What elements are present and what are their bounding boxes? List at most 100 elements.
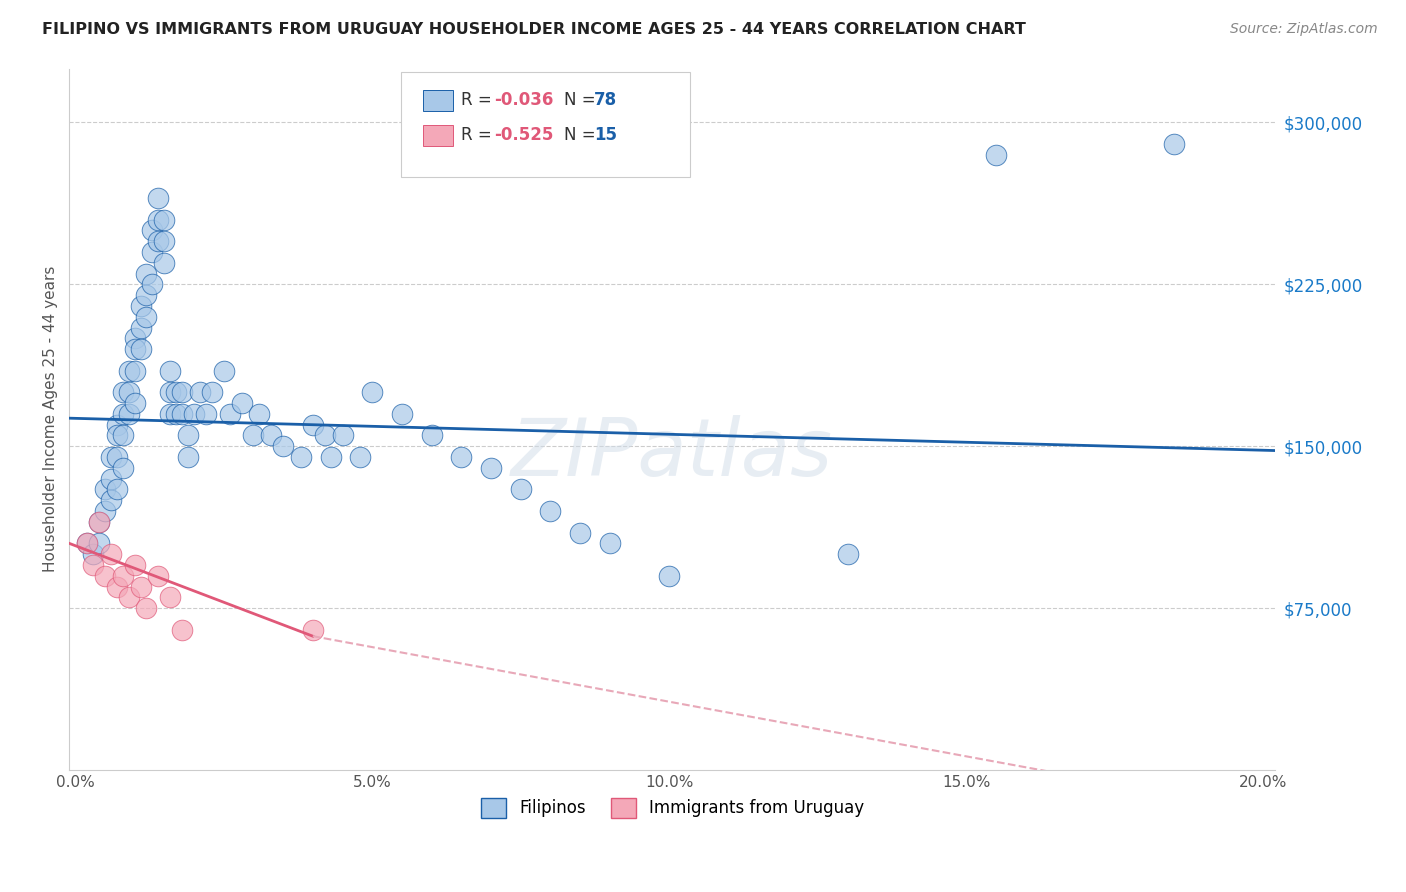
Point: [76, 536, 98, 550]
Point: [129, 342, 152, 356]
Text: -0.525: -0.525: [494, 126, 553, 145]
Point: [117, 591, 139, 605]
Point: [100, 472, 122, 486]
Point: [124, 396, 146, 410]
Point: [153, 256, 176, 270]
Point: [231, 396, 253, 410]
Point: [188, 385, 211, 400]
Point: [87, 515, 110, 529]
Point: [135, 601, 157, 615]
Text: N =: N =: [564, 126, 600, 145]
Point: [599, 536, 621, 550]
Point: [105, 483, 128, 497]
Point: [94, 504, 117, 518]
Point: [837, 547, 859, 561]
Point: [129, 580, 152, 594]
Point: [100, 547, 122, 561]
Point: [100, 450, 122, 464]
Point: [540, 504, 562, 518]
Point: [148, 212, 170, 227]
Point: [319, 450, 342, 464]
Text: Source: ZipAtlas.com: Source: ZipAtlas.com: [1230, 22, 1378, 37]
Point: [212, 364, 235, 378]
Point: [290, 450, 312, 464]
Point: [450, 450, 472, 464]
Point: [124, 342, 146, 356]
Point: [111, 407, 134, 421]
Point: [153, 234, 176, 248]
Point: [159, 364, 181, 378]
Point: [117, 385, 139, 400]
Text: FILIPINO VS IMMIGRANTS FROM URUGUAY HOUSEHOLDER INCOME AGES 25 - 44 YEARS CORREL: FILIPINO VS IMMIGRANTS FROM URUGUAY HOUS…: [42, 22, 1026, 37]
Point: [301, 623, 323, 637]
Text: 15: 15: [593, 126, 617, 145]
Point: [117, 407, 139, 421]
Point: [172, 407, 194, 421]
Point: [105, 417, 128, 432]
Point: [569, 525, 592, 540]
Point: [332, 428, 354, 442]
Point: [129, 320, 152, 334]
Point: [271, 439, 294, 453]
Point: [111, 460, 134, 475]
Point: [111, 568, 134, 582]
Point: [984, 148, 1007, 162]
Point: [94, 568, 117, 582]
Point: [148, 191, 170, 205]
Point: [420, 428, 443, 442]
Point: [172, 623, 194, 637]
Text: N =: N =: [564, 91, 600, 109]
Point: [135, 310, 157, 324]
Point: [148, 234, 170, 248]
Point: [100, 493, 122, 508]
Y-axis label: Householder Income Ages 25 - 44 years: Householder Income Ages 25 - 44 years: [44, 266, 58, 573]
Point: [247, 407, 270, 421]
Text: R =: R =: [461, 126, 498, 145]
Point: [165, 407, 187, 421]
Point: [183, 407, 205, 421]
Point: [141, 244, 163, 259]
Point: [124, 364, 146, 378]
Point: [218, 407, 240, 421]
Point: [1163, 137, 1185, 152]
Text: ZIPatlas: ZIPatlas: [512, 416, 834, 493]
Point: [87, 515, 110, 529]
Point: [391, 407, 413, 421]
Point: [87, 536, 110, 550]
Point: [509, 483, 531, 497]
Point: [314, 428, 336, 442]
Point: [301, 417, 323, 432]
Legend: Filipinos, Immigrants from Uruguay: Filipinos, Immigrants from Uruguay: [474, 791, 870, 825]
Text: R =: R =: [461, 91, 498, 109]
FancyBboxPatch shape: [401, 72, 690, 178]
Point: [111, 385, 134, 400]
Point: [82, 558, 104, 572]
Point: [148, 568, 170, 582]
Point: [82, 547, 104, 561]
Point: [129, 299, 152, 313]
Point: [194, 407, 217, 421]
Point: [159, 407, 181, 421]
FancyBboxPatch shape: [423, 125, 453, 145]
Point: [76, 536, 98, 550]
Point: [94, 483, 117, 497]
Point: [159, 385, 181, 400]
Point: [260, 428, 283, 442]
Point: [658, 568, 681, 582]
Point: [159, 591, 181, 605]
Point: [135, 267, 157, 281]
Point: [177, 428, 200, 442]
Point: [141, 223, 163, 237]
Point: [105, 580, 128, 594]
Point: [242, 428, 264, 442]
Point: [135, 288, 157, 302]
Point: [111, 428, 134, 442]
Point: [165, 385, 187, 400]
Point: [124, 331, 146, 345]
Point: [177, 450, 200, 464]
Point: [117, 364, 139, 378]
Point: [361, 385, 384, 400]
Point: [141, 277, 163, 292]
Point: [349, 450, 371, 464]
Point: [153, 212, 176, 227]
